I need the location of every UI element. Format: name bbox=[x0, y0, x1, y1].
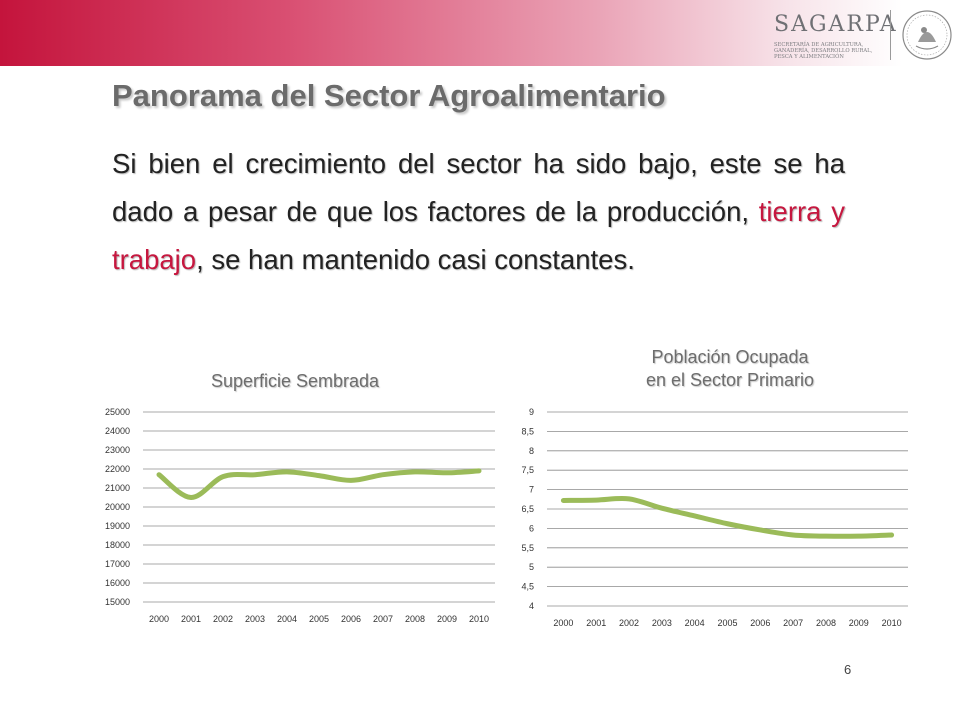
chart-2-title: Población Ocupada en el Sector Primario bbox=[580, 346, 880, 392]
chart-1-y-tick-label: 20000 bbox=[105, 502, 130, 512]
chart-2-x-tick-label: 2008 bbox=[816, 618, 836, 628]
chart-2-y-tick-label: 5 bbox=[529, 562, 534, 572]
logo-wordmark: SAGARPA bbox=[774, 12, 898, 37]
chart-1-y-tick-label: 19000 bbox=[105, 521, 130, 531]
logo-divider bbox=[890, 10, 891, 60]
chart-2-y-tick-label: 7 bbox=[529, 485, 534, 495]
chart-1-x-tick-label: 2004 bbox=[277, 614, 297, 624]
chart-2-x-tick-label: 2000 bbox=[553, 618, 573, 628]
chart-2-x-tick-label: 2006 bbox=[750, 618, 770, 628]
chart-2-y-tick-label: 8 bbox=[529, 446, 534, 456]
slide-body-text: Si bien el crecimiento del sector ha sid… bbox=[112, 140, 845, 284]
chart-1-x-tick-label: 2003 bbox=[245, 614, 265, 624]
chart-1-y-tick-label: 15000 bbox=[105, 597, 130, 607]
chart-1-x-tick-label: 2009 bbox=[437, 614, 457, 624]
chart-1-x-tick-label: 2002 bbox=[213, 614, 233, 624]
chart-2-x-tick-label: 2003 bbox=[652, 618, 672, 628]
chart-1-series-line bbox=[156, 468, 482, 500]
chart-2-y-tick-label: 5,5 bbox=[521, 543, 534, 553]
chart-superficie-sembrada: 15000 16000 17000 18000 19000 20000 21000 22000… bbox=[105, 407, 495, 624]
chart-poblacion-ocupada: 4 4,5 5 5,5 6 6,5 7 7,5 8 8,5 9 2000 2001 2002 2003 200… bbox=[521, 407, 908, 628]
chart-1-y-tick-label: 17000 bbox=[105, 559, 130, 569]
chart-1-y-tick-label: 25000 bbox=[105, 407, 130, 417]
chart-2-y-tick-label: 4 bbox=[529, 601, 534, 611]
chart-1-y-tick-label: 21000 bbox=[105, 483, 130, 493]
logo-subtitle: Secretaría de Agricultura, Ganadería, De… bbox=[774, 42, 873, 60]
chart-2-title-line-1: Población Ocupada bbox=[651, 347, 809, 367]
chart-2-x-tick-label: 2002 bbox=[619, 618, 639, 628]
chart-2-y-tick-label: 7,5 bbox=[521, 465, 534, 475]
chart-2-x-tick-label: 2009 bbox=[849, 618, 869, 628]
chart-2-y-tick-label: 9 bbox=[529, 407, 534, 417]
body-text-part-1: Si bien el crecimiento del sector ha sid… bbox=[112, 148, 845, 227]
body-text-part-2: , se han mantenido casi constantes. bbox=[196, 244, 635, 275]
chart-2-x-tick-label: 2010 bbox=[882, 618, 902, 628]
chart-1-y-tick-label: 16000 bbox=[105, 578, 130, 588]
chart-1-x-tick-label: 2005 bbox=[309, 614, 329, 624]
chart-1-x-tick-label: 2006 bbox=[341, 614, 361, 624]
sagarpa-logo: SAGARPA Secretaría de Agricultura, Ganad… bbox=[760, 6, 955, 64]
chart-1-y-tick-label: 24000 bbox=[105, 426, 130, 436]
chart-2-x-tick-label: 2007 bbox=[783, 618, 803, 628]
page-number: 6 bbox=[844, 662, 852, 677]
chart-2-y-tick-label: 8,5 bbox=[521, 426, 534, 436]
chart-1-y-tick-label: 18000 bbox=[105, 540, 130, 550]
header-band bbox=[0, 0, 960, 66]
seal-icon bbox=[902, 10, 952, 60]
chart-1-y-tick-label: 23000 bbox=[105, 445, 130, 455]
slide-title: Panorama del Sector Agroalimentario bbox=[112, 78, 666, 113]
highlight-connector: y bbox=[821, 196, 845, 227]
chart-2-x-tick-label: 2005 bbox=[717, 618, 737, 628]
chart-2-title-line-2: en el Sector Primario bbox=[645, 370, 815, 390]
chart-1-x-tick-label: 2000 bbox=[149, 614, 169, 624]
chart-1-x-tick-label: 2010 bbox=[469, 614, 489, 624]
chart-1-y-tick-label: 22000 bbox=[105, 464, 130, 474]
highlight-trabajo: trabajo bbox=[112, 244, 197, 275]
highlight-tierra: tierra bbox=[758, 196, 822, 227]
chart-2-y-tick-label: 6 bbox=[529, 523, 534, 533]
chart-1-x-tick-label: 2008 bbox=[405, 614, 425, 624]
chart-1-title: Superficie Sembrada bbox=[210, 371, 380, 391]
chart-2-x-tick-label: 2004 bbox=[685, 618, 705, 628]
chart-2-y-tick-label: 6,5 bbox=[521, 504, 534, 514]
chart-2-series-line bbox=[560, 495, 895, 539]
chart-1-x-tick-label: 2001 bbox=[181, 614, 201, 624]
chart-2-x-tick-label: 2001 bbox=[586, 618, 606, 628]
chart-2-y-tick-label: 4,5 bbox=[521, 582, 534, 592]
chart-1-x-tick-label: 2007 bbox=[373, 614, 393, 624]
